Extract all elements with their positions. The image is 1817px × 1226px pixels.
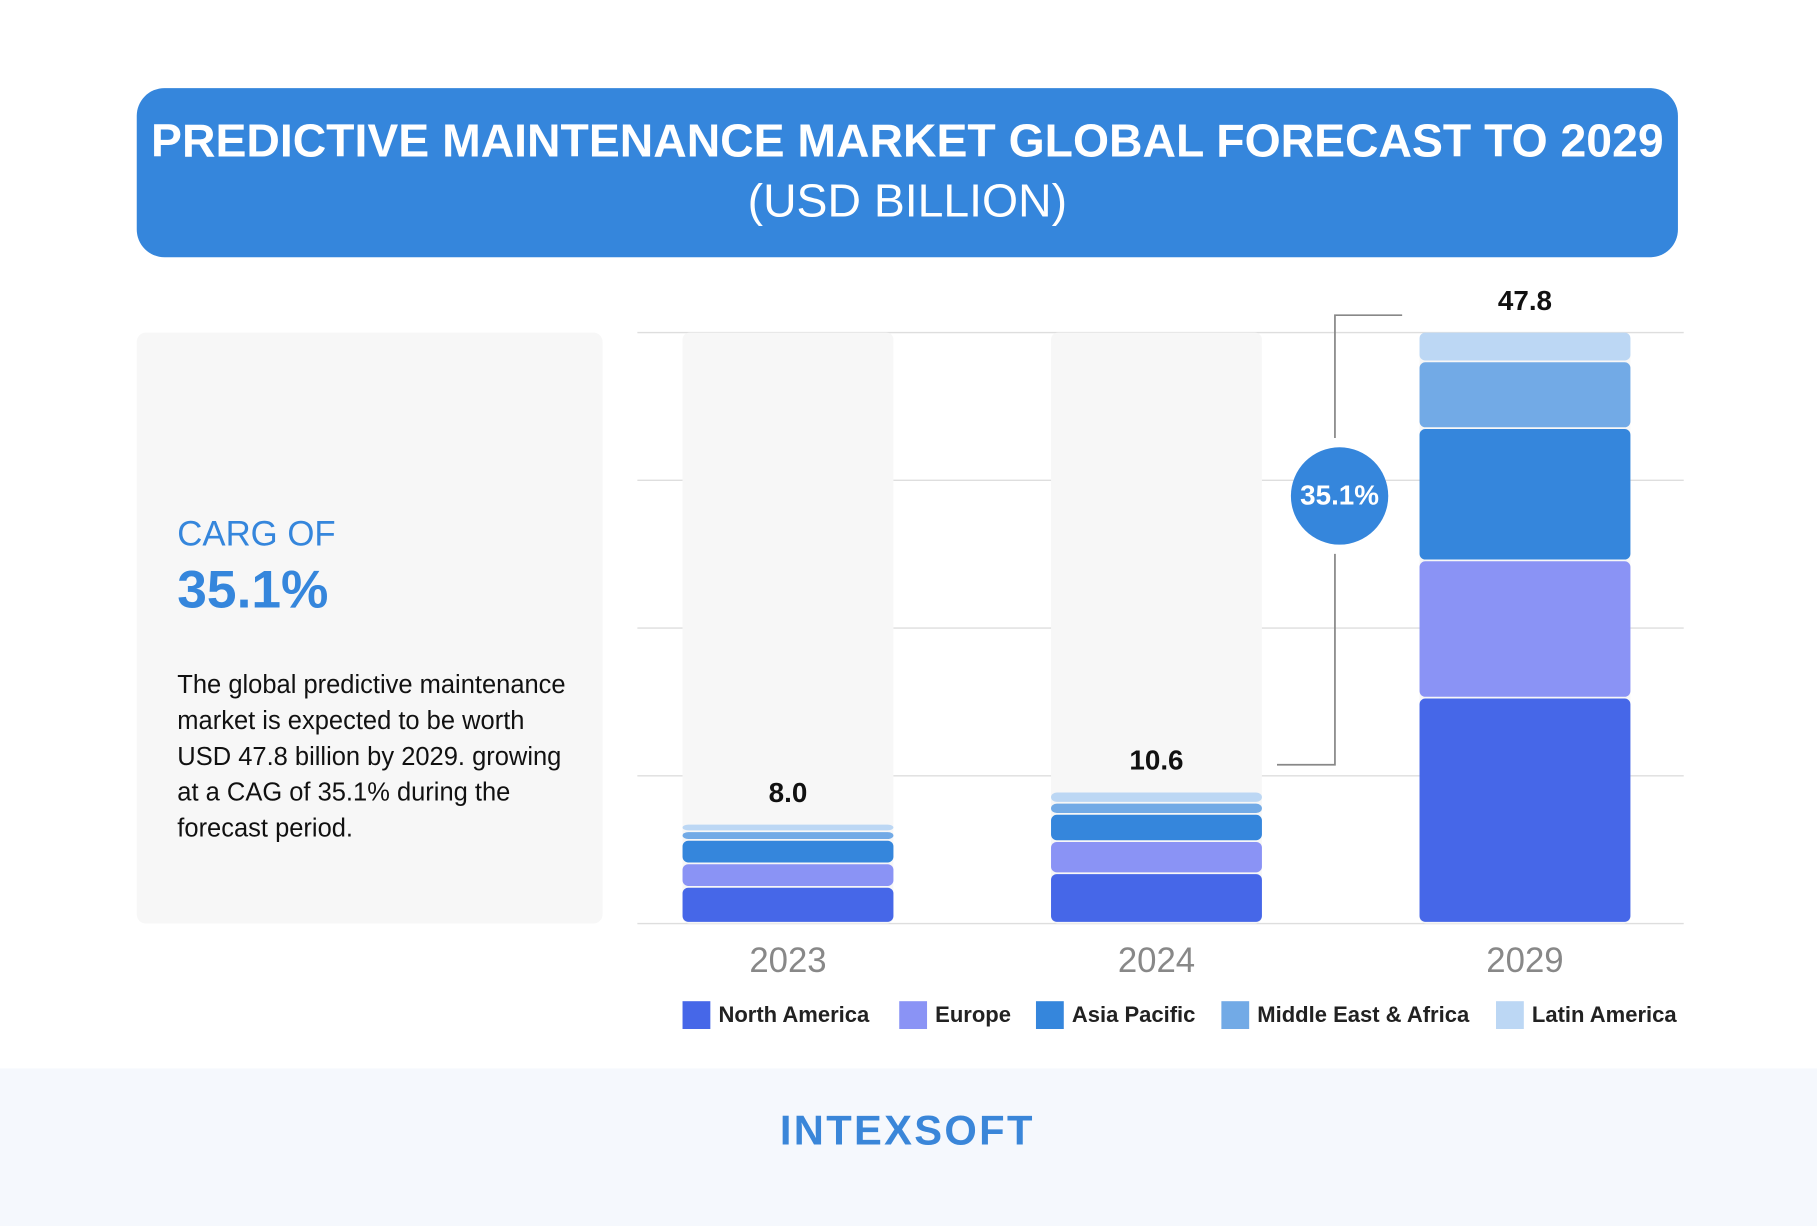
bar-segment xyxy=(1419,698,1631,922)
info-panel xyxy=(136,332,603,924)
bar-segment xyxy=(1051,803,1262,814)
bar-track xyxy=(1051,332,1262,924)
x-tick-label: 2029 xyxy=(1486,942,1563,980)
bar-segment xyxy=(1051,874,1262,922)
badge xyxy=(1290,447,1389,545)
bar-segment xyxy=(682,887,894,922)
legend-label: Europe xyxy=(935,1002,1011,1027)
legend-swatch xyxy=(682,1001,711,1030)
legend-label: Latin America xyxy=(1532,1002,1677,1027)
bar-segment xyxy=(1419,561,1631,697)
panel-text: The global predictive maintenance market… xyxy=(177,669,566,843)
legend-swatch xyxy=(1035,1001,1064,1030)
logo: INTEXSOFT xyxy=(780,1106,1035,1153)
bar-segment xyxy=(1051,814,1262,841)
bar-segment xyxy=(682,840,894,863)
bar-segment xyxy=(1419,332,1631,361)
x-tick-label: 2024 xyxy=(1118,942,1195,980)
legend-swatch xyxy=(899,1001,928,1030)
total-label: 47.8 xyxy=(1498,285,1552,316)
title-box xyxy=(136,88,1678,258)
bracket xyxy=(1276,314,1403,766)
bar-segment xyxy=(1051,792,1262,802)
panel-value: 35.1% xyxy=(177,560,328,619)
legend-label: Middle East & Africa xyxy=(1257,1002,1470,1027)
panel-text-area: The global predictive maintenance market… xyxy=(177,669,566,843)
title-area: PREDICTIVE MAINTENANCE MARKET GLOBAL FOR… xyxy=(151,111,1664,232)
footer xyxy=(0,1068,1817,1226)
legend-label: Asia Pacific xyxy=(1072,1002,1196,1027)
chart: 8.0 2023 10.6 2024 47.8 2029 North America Euro… xyxy=(637,285,1684,1030)
bar-segment xyxy=(1419,429,1631,560)
bar-track xyxy=(682,332,894,924)
bar-segment xyxy=(682,864,894,886)
legend-swatch xyxy=(1496,1001,1524,1030)
total-label: 8.0 xyxy=(769,777,808,808)
bar-segment xyxy=(682,824,894,831)
x-tick-label: 2023 xyxy=(749,942,826,980)
title-unit: (USD BILLION) xyxy=(747,176,1068,228)
legend-swatch xyxy=(1221,1001,1250,1030)
legend-label: North America xyxy=(718,1002,870,1027)
badge-label: 35.1% xyxy=(1300,479,1379,510)
bar-segment xyxy=(1051,841,1262,873)
title: PREDICTIVE MAINTENANCE MARKET GLOBAL FOR… xyxy=(151,111,1664,232)
bar-segment xyxy=(1419,362,1631,428)
total-label: 10.6 xyxy=(1129,745,1183,776)
bar-segment xyxy=(682,832,894,839)
chart-title: PREDICTIVE MAINTENANCE MARKET GLOBAL FOR… xyxy=(151,115,1664,167)
panel-heading: CARG OF xyxy=(177,516,335,554)
